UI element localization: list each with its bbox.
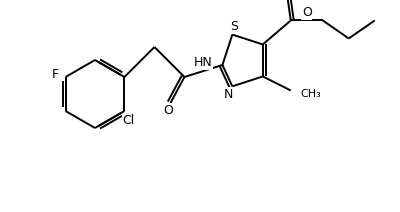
Text: CH₃: CH₃	[301, 89, 322, 99]
Text: Cl: Cl	[122, 114, 134, 127]
Text: O: O	[164, 103, 173, 117]
Text: S: S	[230, 20, 238, 33]
Text: O: O	[302, 6, 312, 19]
Text: HN: HN	[194, 57, 213, 70]
Text: N: N	[224, 88, 233, 101]
Text: F: F	[52, 68, 59, 81]
